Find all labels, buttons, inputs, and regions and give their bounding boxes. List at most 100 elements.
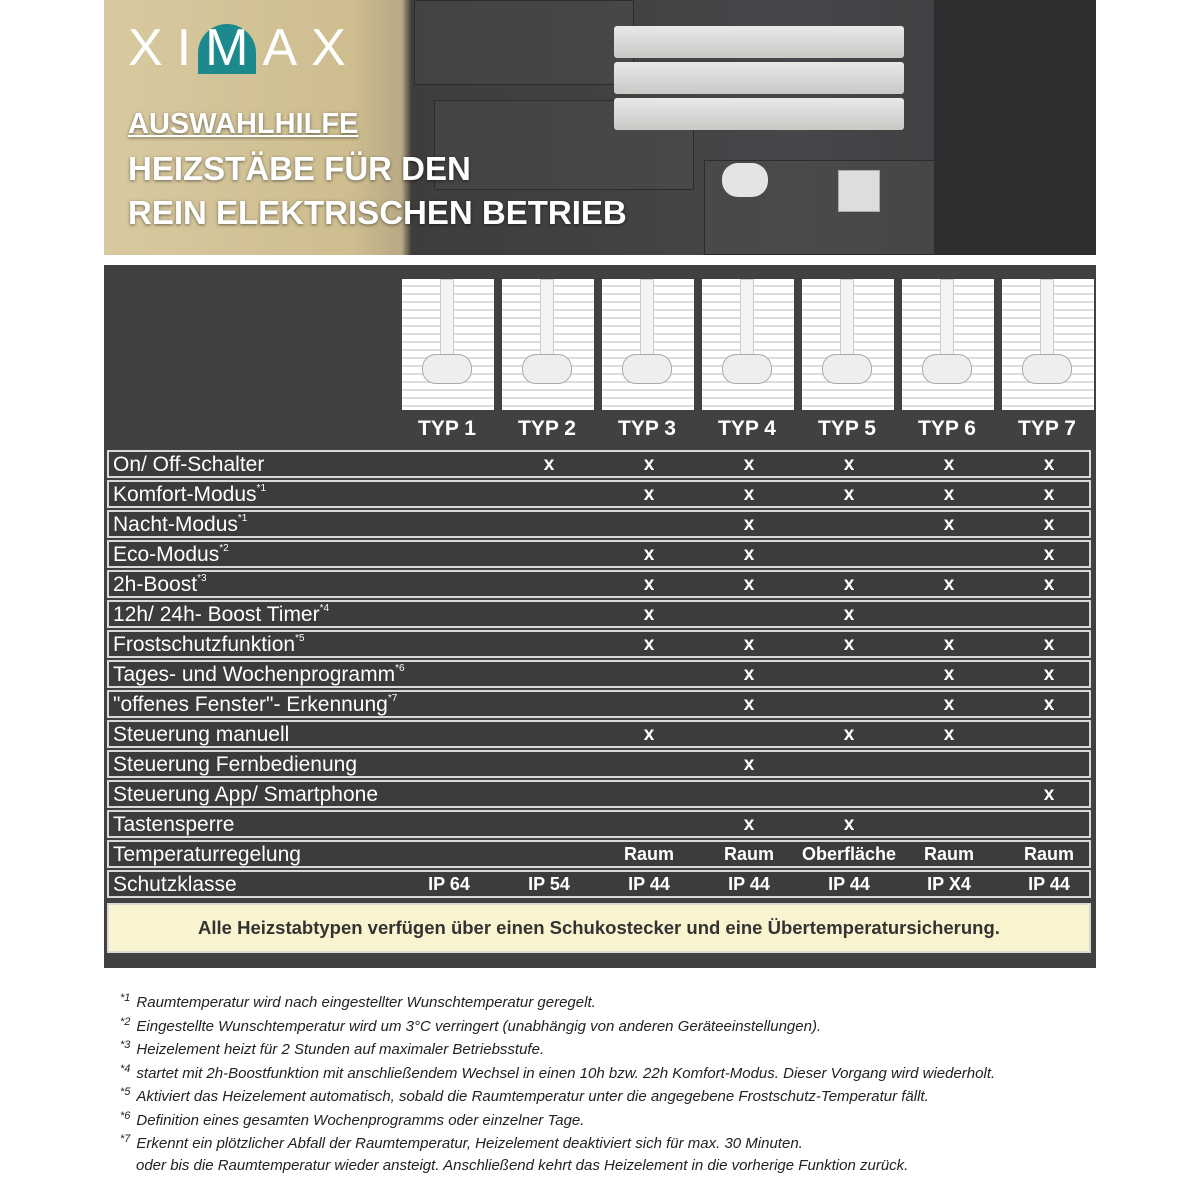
table-row: 2h-Boost*3 x x x x x [107, 570, 1091, 598]
product-image-typ-3 [602, 279, 694, 410]
footnote: *2 Eingestellte Wunschtemperatur wird um … [120, 1016, 1120, 1040]
table-cell: x [843, 454, 855, 475]
footnote-mark: *2 [120, 1015, 131, 1028]
table-cell: x [543, 454, 555, 475]
footnote-mark: *3 [120, 1039, 131, 1051]
comparison-table: TYP 1 TYP 2 TYP 3 TYP 4 TYP 5 TYP 6 TYP 7 On/ … [104, 265, 1096, 968]
footnote-text: Erkennt ein plötzlicher Abfall der Raumt… [136, 1135, 803, 1152]
table-cell: x [643, 454, 655, 475]
table-row: Tastensperre x x [107, 810, 1091, 838]
footnote-continuation: oder bis die Raumtemperatur wieder anste… [136, 1156, 909, 1174]
radiator-image [614, 26, 904, 58]
table-cell: x [943, 694, 955, 715]
product-image-typ-4 [702, 279, 794, 410]
table-cell: IP 64 [428, 874, 470, 894]
table-row: Komfort-Modus*1 x x x x x [107, 480, 1091, 508]
table-cell: IP 54 [528, 874, 570, 894]
table-cell: x [843, 604, 855, 625]
table-cell: x [743, 544, 755, 565]
table-row: Schutzklasse IP 64 IP 54 IP 44 IP 44 IP 44 IP … [107, 870, 1091, 898]
table-cell: x [943, 724, 955, 745]
table-cell: x [743, 634, 755, 655]
footnote-ref: *5 [295, 633, 305, 644]
table-cell: x [843, 634, 855, 655]
feature-name: Tastensperre [113, 813, 235, 836]
feature-name: Steuerung Fernbedienung [113, 753, 358, 776]
footnote-text: Definition eines gesamten Wochenprogramm… [136, 1111, 585, 1129]
table-cell: x [1043, 634, 1055, 655]
table-cell: x [1043, 544, 1055, 565]
table-cell: Raum [923, 844, 974, 864]
feature-label: Tastensperre [113, 813, 234, 837]
table-cell: x [1043, 784, 1055, 805]
table-row: On/ Off-Schalter x x x x x x [107, 450, 1091, 478]
table-cell: x [943, 484, 955, 505]
logo-dome-shape [198, 24, 256, 74]
table-cell: x [743, 454, 755, 475]
feature-label: Frostschutzfunktion*5 [113, 633, 305, 657]
table-row: Temperaturregelung Raum Raum Oberfläche Raum… [107, 840, 1091, 868]
table-cell: x [1043, 454, 1055, 475]
product-image-typ-7 [1002, 279, 1094, 410]
subtitle: AUSWAHLHILFE [128, 108, 359, 140]
feature-name: Frostschutzfunktion [113, 633, 296, 656]
feature-name: Eco-Modus [113, 543, 220, 566]
table-cell: IP 44 [1028, 874, 1070, 894]
title-line-2: REIN ELEKTRISCHEN BETRIEB [128, 194, 627, 231]
table-cell: x [943, 634, 955, 655]
table-row: Steuerung Fernbedienung x [107, 750, 1091, 778]
feature-name: 12h/ 24h- Boost Timer [113, 603, 320, 626]
feature-label: Schutzklasse [113, 873, 237, 897]
footnote-ref: *2 [219, 543, 229, 554]
table-row: "offenes Fenster"- Erkennung*7 x x x [107, 690, 1091, 718]
feature-name: "offenes Fenster"- Erkennung [113, 693, 388, 716]
footnote-ref: *1 [237, 513, 248, 524]
type-header: TYP 1 [418, 417, 476, 440]
table-cell: x [643, 574, 655, 595]
product-image-typ-5 [802, 279, 894, 410]
footnote-ref: *7 [387, 693, 398, 704]
feature-name: Steuerung manuell [113, 723, 290, 746]
feature-name: 2h-Boost [113, 573, 198, 596]
feature-label: 12h/ 24h- Boost Timer*4 [113, 603, 329, 627]
table-cell: x [943, 664, 955, 685]
feature-label: Nacht-Modus*1 [113, 513, 247, 537]
table-row: Nacht-Modus*1 x x x [107, 510, 1091, 538]
footnote-text: Heizelement heizt für 2 Stunden auf maxi… [136, 1041, 545, 1058]
feature-name: Nacht-Modus [113, 513, 238, 536]
table-cell: Raum [623, 844, 674, 864]
footnote: *6 Definition eines gesamten Wochenprogra… [120, 1110, 1120, 1134]
product-image-typ-1 [402, 279, 494, 410]
footnote: *4 startet mit 2h-Boostfunktion mit ansch… [120, 1063, 1120, 1087]
feature-name: Temperaturregelung [113, 843, 301, 866]
feature-name: Steuerung App/ Smartphone [113, 783, 379, 806]
feature-label: Komfort-Modus*1 [113, 483, 266, 507]
footnote: *1 Raumtemperatur wird nach eingestellter… [120, 992, 1120, 1016]
type-header: TYP 3 [618, 417, 676, 440]
table-row: Eco-Modus*2 x x x [107, 540, 1091, 568]
table-cell: x [643, 634, 655, 655]
table-cell: x [643, 724, 655, 745]
hero-banner: XIMAX AUSWAHLHILFE HEIZSTÄBE FÜR DEN REI… [104, 0, 1096, 255]
table-cell: x [643, 544, 655, 565]
ximax-logo: XIMAX [128, 19, 360, 77]
product-image-typ-6 [902, 279, 994, 410]
footnote-text: Raumtemperatur wird nach eingestellter W… [136, 994, 596, 1011]
table-cell: x [843, 484, 855, 505]
table-cell: x [743, 754, 755, 775]
footnote-ref: *3 [197, 573, 207, 584]
title-line-1: HEIZSTÄBE FÜR DEN [128, 150, 471, 187]
table-cell: IP 44 [728, 874, 770, 894]
footnote-mark: *4 [120, 1062, 131, 1075]
table-cell: x [943, 454, 955, 475]
info-note: Alle Heizstabtypen verfügen über einen S… [107, 903, 1091, 953]
table-cell: x [943, 574, 955, 595]
table-cell: x [1043, 514, 1055, 535]
type-header: TYP 5 [818, 417, 876, 440]
table-cell: x [743, 664, 755, 685]
feature-label: "offenes Fenster"- Erkennung*7 [113, 693, 397, 717]
table-cell: x [843, 574, 855, 595]
feature-name: Schutzklasse [113, 873, 237, 896]
footnote-mark: *6 [120, 1109, 131, 1122]
footnotes: *1 Raumtemperatur wird nach eingestellter… [120, 992, 1120, 1180]
